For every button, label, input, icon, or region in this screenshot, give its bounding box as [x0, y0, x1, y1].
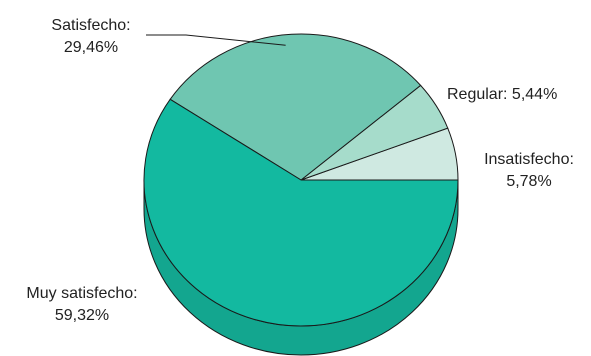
- label-insatisfecho: Insatisfecho:: [484, 151, 574, 168]
- label-muy-satisfecho: Muy satisfecho:: [26, 285, 137, 302]
- pie-slice-muy-satisfecho: [143, 98, 459, 327]
- value-muy-satisfecho: 59,32%: [55, 307, 109, 324]
- value-satisfecho: 29,46%: [64, 39, 118, 56]
- value-insatisfecho: 5,78%: [506, 173, 551, 190]
- label-regular: Regular: 5,44%: [447, 86, 557, 103]
- pie-slice-satisfecho: [169, 33, 422, 181]
- label-satisfecho: Satisfecho:: [51, 17, 130, 34]
- leader-line-satisfecho: [146, 34, 286, 46]
